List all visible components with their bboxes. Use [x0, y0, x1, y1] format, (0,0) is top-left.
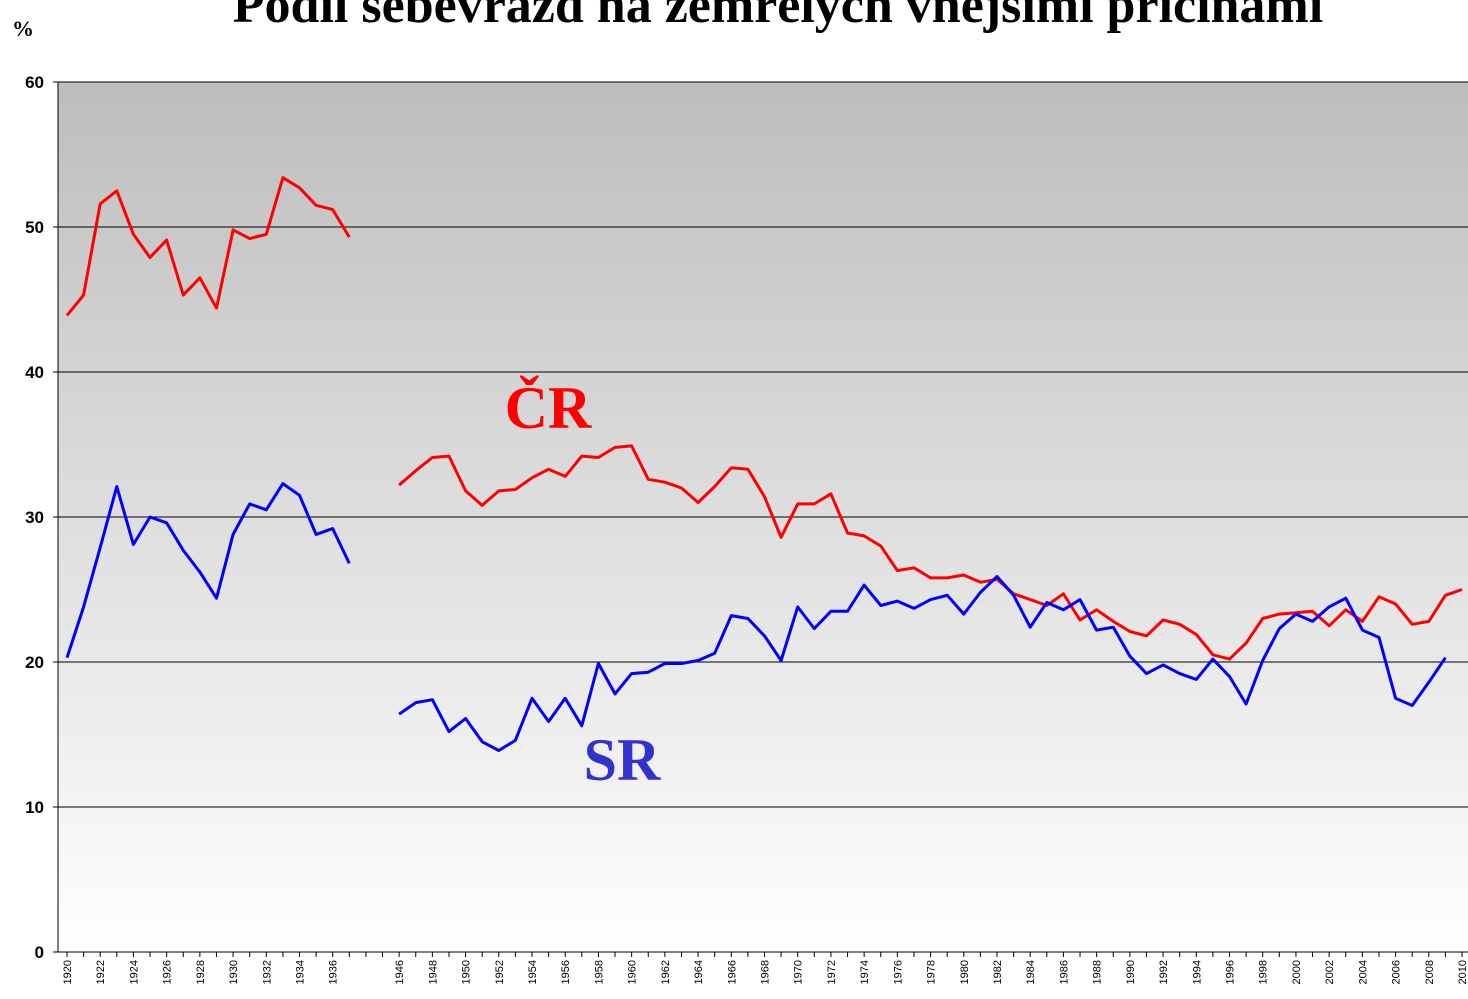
x-tick-label: 1988 [1092, 960, 1104, 984]
y-tick-label: 60 [25, 73, 44, 92]
y-axis-label: % [12, 16, 34, 41]
x-tick-label: 1994 [1191, 960, 1203, 984]
x-tick-label: 1972 [826, 960, 838, 984]
y-tick-label: 40 [25, 363, 44, 382]
x-tick-label: 1970 [793, 960, 805, 984]
x-tick-label: 1932 [261, 960, 273, 984]
x-tick-label: 1980 [959, 960, 971, 984]
x-tick-label: 1984 [1025, 960, 1037, 984]
x-tick-label: 1934 [295, 960, 307, 984]
series-line [398, 575, 1447, 752]
x-tick-label: 1958 [593, 960, 605, 984]
x-tick-label: 1924 [128, 960, 140, 984]
x-tick-label: 1976 [892, 960, 904, 984]
y-tick-label: 0 [35, 943, 44, 962]
x-tick-label: 1998 [1258, 960, 1270, 984]
x-tick-label: 1962 [660, 960, 672, 984]
x-tick-label: 2010 [1457, 960, 1468, 984]
chart-title: Podíl sebevražd na zemřelých vnějšími př… [233, 0, 1323, 34]
series-label: SR [584, 727, 661, 793]
x-tick-label: 1950 [461, 960, 473, 984]
x-tick-label: 1996 [1225, 960, 1237, 984]
x-tick-label: 1936 [328, 960, 340, 984]
x-tick-label: 1992 [1158, 960, 1170, 984]
series-line [65, 482, 351, 659]
x-tick-label: 1946 [394, 960, 406, 984]
x-tick-label: 1978 [926, 960, 938, 984]
series-line [398, 444, 1463, 661]
x-tick-label: 1930 [228, 960, 240, 984]
x-tick-label: 1954 [527, 960, 539, 984]
series-label: ČR [505, 375, 592, 441]
y-tick-label: 50 [25, 218, 44, 237]
x-tick-label: 1960 [627, 960, 639, 984]
x-tick-label: 1952 [494, 960, 506, 984]
x-tick-label: 1986 [1058, 960, 1070, 984]
y-tick-label: 20 [25, 653, 44, 672]
x-tick-label: 1926 [162, 960, 174, 984]
x-tick-label: 2004 [1357, 960, 1369, 984]
x-tick-label: 1922 [95, 960, 107, 984]
y-tick-label: 30 [25, 508, 44, 527]
x-tick-label: 1964 [693, 960, 705, 984]
x-tick-label: 2000 [1291, 960, 1303, 984]
x-tick-label: 2006 [1391, 960, 1403, 984]
x-tick-label: 1990 [1125, 960, 1137, 984]
x-tick-label: 1928 [195, 960, 207, 984]
x-tick-label: 1956 [560, 960, 572, 984]
series-line [65, 176, 351, 317]
x-tick-label: 1920 [62, 960, 74, 984]
x-tick-label: 1966 [726, 960, 738, 984]
x-tick-label: 1974 [859, 960, 871, 984]
x-tick-label: 2002 [1324, 960, 1336, 984]
x-tick-label: 1968 [760, 960, 772, 984]
x-tick-label: 1982 [992, 960, 1004, 984]
x-tick-label: 1948 [427, 960, 439, 984]
x-tick-label: 2008 [1424, 960, 1436, 984]
y-tick-label: 10 [25, 798, 44, 817]
